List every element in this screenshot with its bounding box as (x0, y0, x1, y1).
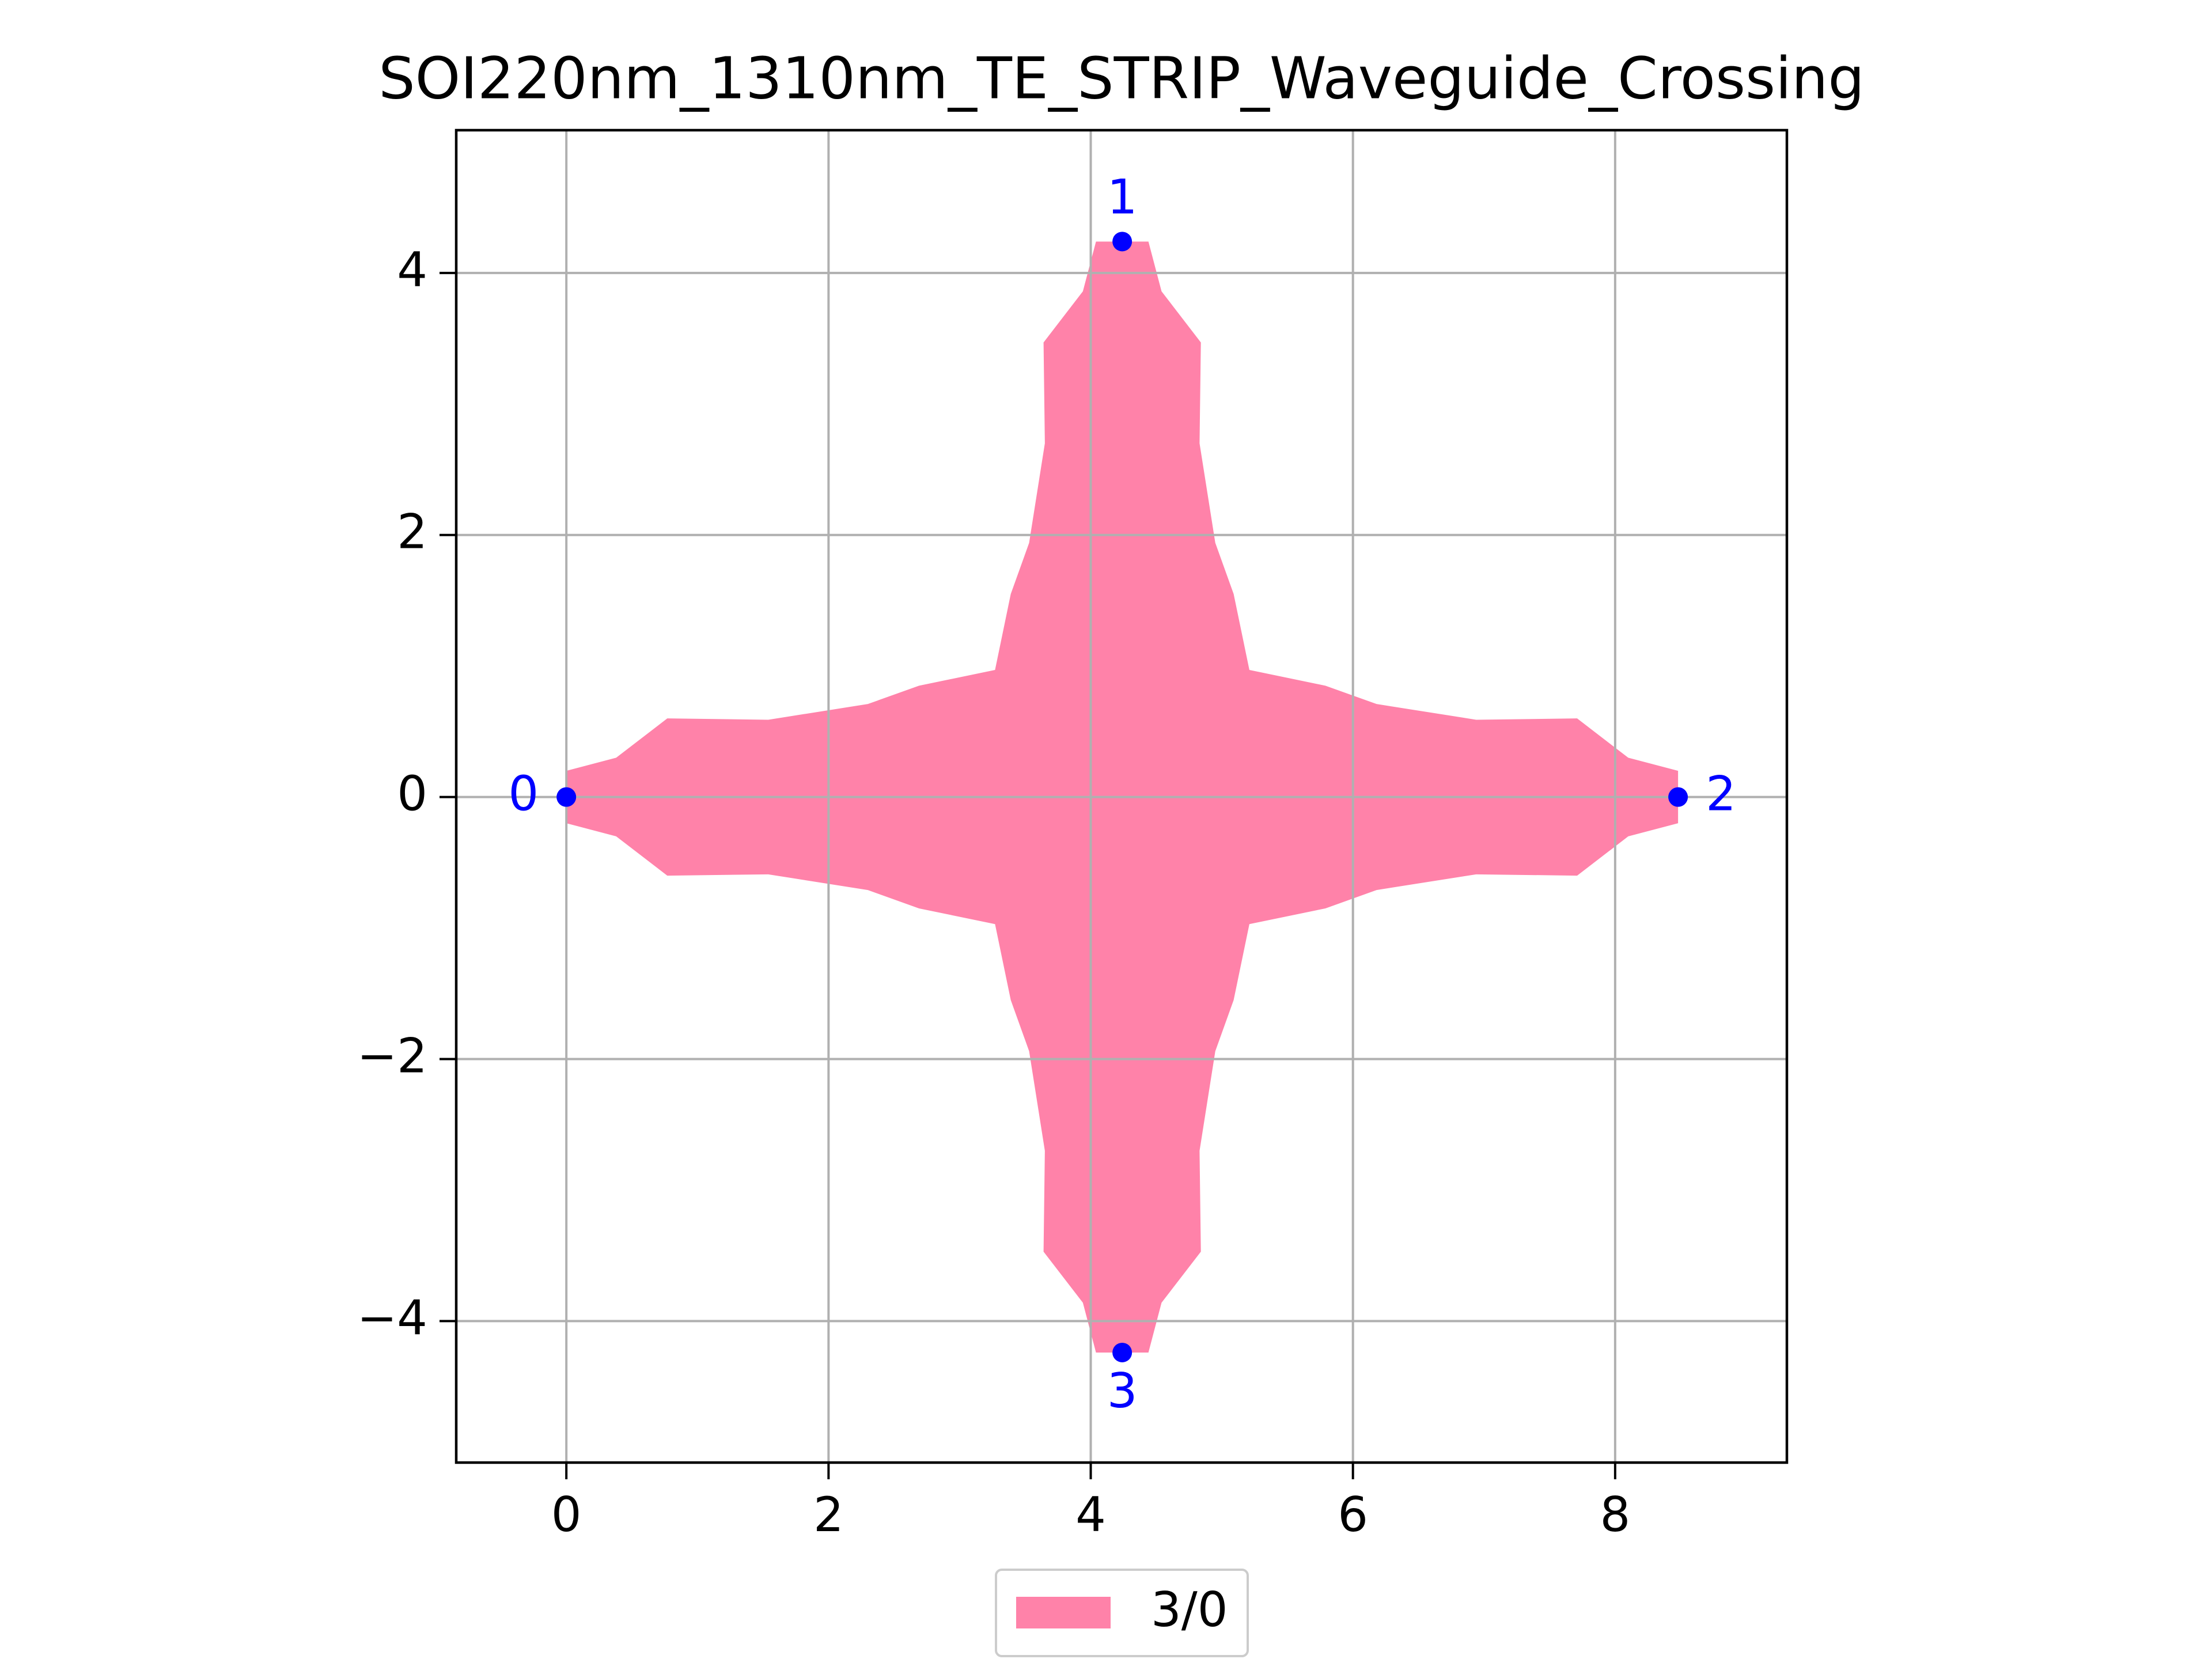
port-marker (556, 787, 577, 807)
y-tick-label: −2 (357, 1028, 427, 1084)
x-tick-label: 0 (551, 1487, 582, 1543)
port-marker (1112, 232, 1132, 252)
port-label: 2 (1706, 766, 1736, 822)
port-label: 1 (1107, 169, 1138, 225)
axes-frame (454, 128, 1789, 1464)
port-marker (1112, 1342, 1132, 1362)
chart-title: SOI220nm_1310nm_TE_STRIP_Waveguide_Cross… (378, 44, 1865, 112)
legend-swatch (1016, 1597, 1111, 1628)
x-tick-label: 8 (1600, 1487, 1630, 1543)
y-tick-label: 2 (397, 504, 427, 560)
legend-label: 3/0 (1151, 1582, 1228, 1638)
port-label: 0 (508, 766, 539, 822)
y-tick-label: −4 (357, 1290, 427, 1346)
x-tick-label: 6 (1338, 1487, 1368, 1543)
legend-box (995, 1569, 1249, 1657)
y-tick-label: 4 (397, 242, 427, 298)
port-label: 3 (1107, 1363, 1138, 1419)
port-marker (1668, 787, 1688, 807)
x-tick-label: 4 (1075, 1487, 1106, 1543)
y-tick-label: 0 (397, 766, 427, 822)
x-tick-label: 2 (813, 1487, 844, 1543)
